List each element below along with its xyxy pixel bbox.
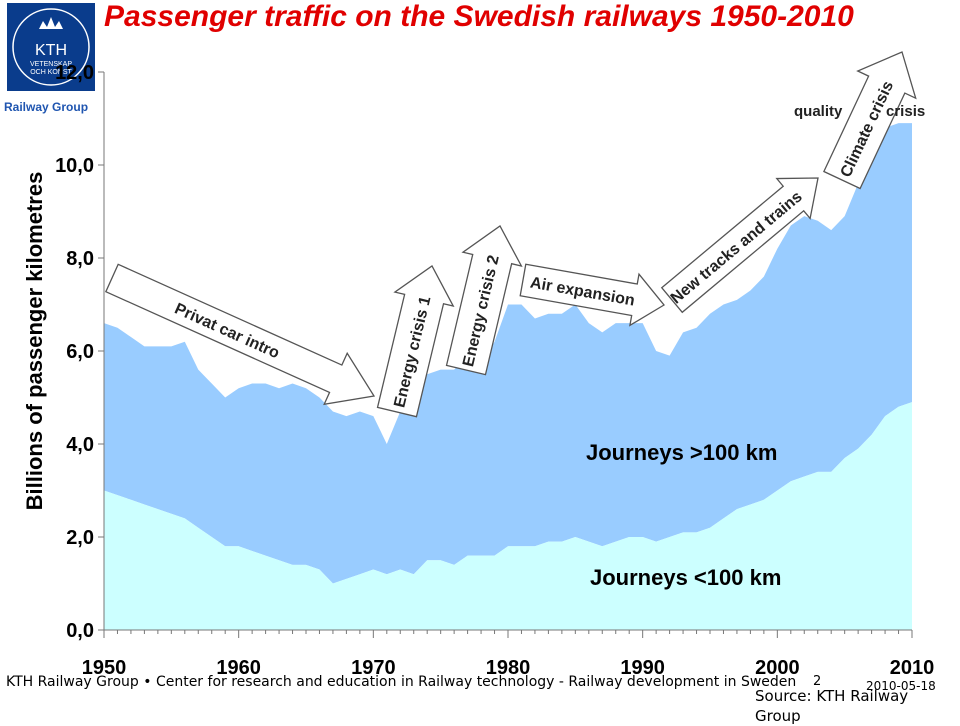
label-quality: quality	[794, 103, 843, 120]
y-tick-label: 4,0	[66, 434, 94, 456]
y-tick-label: 10,0	[55, 155, 94, 177]
kth-crown-icon: KTH VETENSKAP OCH KONST	[12, 8, 90, 86]
x-tick-label: 1950	[82, 657, 127, 679]
label-crisis: crisis	[886, 103, 925, 120]
y-tick-label: 2,0	[66, 527, 94, 549]
x-ticks: 1950 1960 1970 1980 1990 2000 2010	[82, 630, 935, 679]
series-label-under-100km: Journeys <100 km	[590, 565, 781, 590]
area-journeys-over-100km	[104, 123, 912, 584]
logo-sub1: VETENSKAP	[30, 61, 72, 68]
logo-sub2: OCH KONST	[30, 69, 72, 76]
x-tick-label: 1960	[216, 657, 261, 679]
kth-logo: KTH VETENSKAP OCH KONST	[7, 3, 95, 91]
y-tick-label: 8,0	[66, 248, 94, 270]
y-tick-label: 12,0	[55, 62, 94, 84]
source-note: Source: KTH Railway Group	[755, 687, 909, 725]
series-labels: Journeys >100 km Journeys <100 km	[586, 440, 781, 590]
y-tick-label: 0,0	[66, 620, 94, 642]
x-tick-label: 1970	[351, 657, 396, 679]
page-number: 2	[813, 674, 822, 689]
x-tick-label: 1980	[486, 657, 531, 679]
y-tick-label: 6,0	[66, 341, 94, 363]
logo-group-label: Railway Group	[4, 100, 89, 114]
series-label-over-100km: Journeys >100 km	[586, 440, 777, 465]
chart-areas	[104, 123, 912, 630]
footer-date: 2010-05-18	[866, 679, 936, 693]
area-journeys-under-100km	[104, 402, 912, 630]
y-ticks: 0,0 2,0 4,0 6,0 8,0 10,0 12,0	[55, 62, 104, 642]
logo-text: KTH	[35, 42, 67, 59]
x-tick-label: 2010	[890, 657, 935, 679]
footer-text: KTH Railway Group • Center for research …	[6, 674, 797, 690]
slide-title: Passenger traffic on the Swedish railway…	[104, 0, 854, 33]
x-tick-label: 1990	[620, 657, 665, 679]
x-tick-label: 2000	[755, 657, 800, 679]
annotation-arrows: Privat car intro Energy crisis 1 Energy cr…	[104, 51, 925, 418]
